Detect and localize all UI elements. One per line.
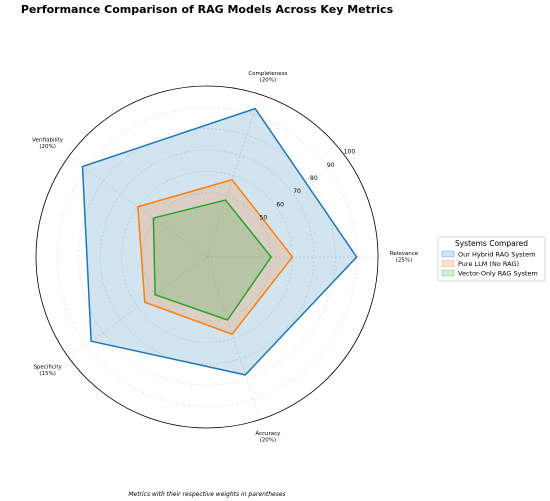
spoke-accuracy [206, 256, 261, 420]
tick-label-80: 80 [310, 175, 318, 182]
axis-label-relevance: Relevance (25%) [390, 251, 419, 264]
legend: Systems Compared Our Hybrid RAG SystemPur… [437, 236, 546, 282]
tick-label-100: 100 [344, 149, 356, 156]
tick-label-60: 60 [276, 201, 284, 208]
chart-footnote: Metrics with their respective weights in… [128, 491, 285, 498]
spoke-specificity [68, 256, 208, 358]
axis-label-accuracy: Accuracy (20%) [255, 431, 281, 444]
legend-swatch-3 [441, 269, 455, 277]
legend-label-1: Our Hybrid RAG System [458, 251, 535, 259]
legend-swatch-2 [441, 260, 455, 267]
axis-label-specificity: Specificity (15%) [33, 365, 62, 378]
series-1-polygon [81, 107, 358, 376]
tick-label-70: 70 [293, 188, 301, 195]
axis-label-completeness: Completeness (20%) [248, 71, 287, 84]
series-2-polygon [137, 178, 294, 336]
radar-labels: 50 60 70 80 90 100 Relevance (25%) Completeness(… [32, 71, 419, 444]
grid-circle-100 [35, 85, 379, 429]
legend-label-3: Vector-Only RAG System [458, 270, 538, 278]
legend-swatch-1 [441, 250, 455, 258]
radar-series [81, 107, 358, 376]
axis-label-verifiability: Verifiability (20%) [32, 137, 64, 150]
tick-label-90: 90 [327, 162, 335, 169]
legend-label-2: Pure LLM (No RAG) [458, 260, 519, 268]
chart-title: Performance Comparison of RAG Models Acr… [21, 3, 394, 16]
grid-circle-70 [99, 149, 315, 365]
legend-box [437, 236, 546, 282]
spoke-completeness [206, 94, 261, 258]
series-3-polygon [152, 199, 273, 321]
legend-title: Systems Compared [455, 239, 528, 248]
tick-label-50: 50 [260, 215, 268, 222]
